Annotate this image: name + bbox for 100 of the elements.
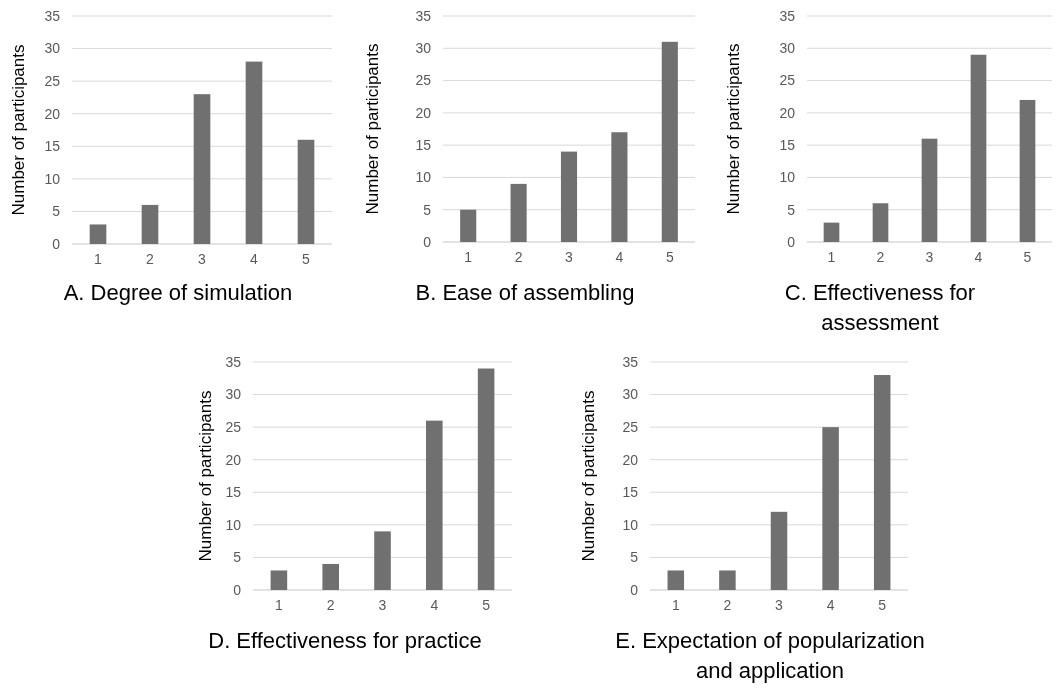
bar bbox=[426, 420, 443, 590]
x-tick-label: 4 bbox=[974, 249, 983, 265]
y-tick-label: 20 bbox=[779, 104, 796, 121]
y-tick-label: 30 bbox=[225, 386, 242, 403]
y-tick-label: 35 bbox=[44, 7, 61, 24]
bar bbox=[873, 375, 891, 590]
bar bbox=[245, 61, 263, 244]
x-tick-label: 2 bbox=[514, 249, 523, 265]
y-tick-label: 10 bbox=[225, 516, 242, 533]
x-tick-label: 1 bbox=[827, 249, 836, 265]
x-tick-label: 4 bbox=[615, 249, 624, 265]
y-tick-label: 0 bbox=[630, 581, 639, 598]
x-tick-label: 3 bbox=[775, 597, 784, 613]
y-tick-label: 30 bbox=[44, 40, 61, 57]
bar bbox=[510, 183, 527, 242]
y-tick-label: 15 bbox=[415, 137, 432, 154]
x-tick-label: 1 bbox=[275, 597, 283, 613]
bar bbox=[322, 563, 339, 590]
y-tick-label: 0 bbox=[52, 235, 61, 252]
bar bbox=[970, 54, 987, 242]
text: E. Expectation of popularization and application bbox=[615, 628, 925, 683]
y-tick-label: 10 bbox=[622, 516, 639, 533]
y-tick-label: 30 bbox=[779, 40, 796, 57]
x-tick-label: 1 bbox=[94, 251, 103, 267]
bar bbox=[460, 209, 477, 242]
x-tick-label: 4 bbox=[826, 597, 835, 613]
bar bbox=[770, 511, 788, 590]
x-tick-label: 1 bbox=[464, 249, 473, 265]
y-tick-label: 0 bbox=[787, 233, 796, 250]
x-tick-label: 5 bbox=[302, 251, 311, 267]
x-tick-label: 5 bbox=[878, 597, 887, 613]
bar bbox=[141, 204, 159, 244]
y-tick-label: 10 bbox=[415, 169, 432, 186]
bar bbox=[560, 151, 578, 242]
x-tick-label: 2 bbox=[723, 597, 732, 613]
y-tick-label: 15 bbox=[225, 484, 242, 501]
y-tick-label: 5 bbox=[630, 549, 639, 566]
y-tick-label: 30 bbox=[622, 386, 639, 403]
y-tick-label: 5 bbox=[423, 201, 432, 218]
y-tick-label: 20 bbox=[415, 104, 432, 121]
y-tick-label: 15 bbox=[622, 484, 639, 501]
y-tick-label: 20 bbox=[622, 451, 639, 468]
y-tick-label: 15 bbox=[44, 138, 61, 155]
x-tick-label: 2 bbox=[326, 597, 335, 613]
bar bbox=[872, 203, 889, 242]
bar bbox=[921, 138, 938, 242]
x-tick-label: 2 bbox=[876, 249, 885, 265]
x-tick-label: 1 bbox=[671, 597, 680, 613]
bar bbox=[611, 132, 628, 242]
text: C. Effectiveness for assessment bbox=[784, 280, 976, 335]
y-tick-label: 20 bbox=[44, 105, 61, 122]
bar bbox=[270, 570, 288, 590]
y-axis-title: Number of participants bbox=[8, 44, 28, 216]
y-tick-label: 25 bbox=[415, 72, 432, 89]
bar bbox=[667, 570, 685, 590]
y-tick-label: 35 bbox=[415, 7, 432, 24]
bar bbox=[1019, 99, 1036, 242]
bar bbox=[374, 531, 391, 590]
x-tick-label: 3 bbox=[565, 249, 574, 265]
bar bbox=[89, 224, 107, 244]
x-tick-label: 3 bbox=[198, 251, 207, 267]
y-tick-label: 35 bbox=[225, 353, 242, 370]
bar bbox=[297, 139, 315, 244]
x-tick-label: 2 bbox=[146, 251, 155, 267]
x-tick-label: 3 bbox=[378, 597, 387, 613]
y-tick-label: 5 bbox=[52, 203, 61, 220]
y-tick-label: 15 bbox=[779, 137, 796, 154]
x-tick-label: 4 bbox=[250, 251, 259, 267]
y-axis-title: Number of participants bbox=[195, 390, 215, 562]
bar bbox=[661, 41, 678, 242]
y-tick-label: 20 bbox=[225, 451, 242, 468]
y-tick-label: 0 bbox=[233, 581, 242, 598]
x-tick-label: 3 bbox=[925, 249, 934, 265]
bar bbox=[823, 222, 840, 242]
y-tick-label: 10 bbox=[779, 169, 796, 186]
bar bbox=[477, 368, 495, 590]
y-axis-title: Number of participants bbox=[362, 43, 382, 215]
y-tick-label: 10 bbox=[44, 170, 61, 187]
y-tick-label: 5 bbox=[233, 549, 242, 566]
y-tick-label: 25 bbox=[779, 72, 796, 89]
y-axis-title: Number of participants bbox=[578, 390, 598, 562]
y-axis-title: Number of participants bbox=[723, 43, 743, 215]
x-tick-label: 5 bbox=[482, 597, 491, 613]
x-tick-label: 5 bbox=[1023, 249, 1032, 265]
y-tick-label: 35 bbox=[622, 353, 639, 370]
y-tick-label: 25 bbox=[44, 73, 61, 90]
bar bbox=[822, 427, 839, 590]
y-tick-label: 30 bbox=[415, 40, 432, 57]
y-tick-label: 25 bbox=[225, 419, 242, 436]
bar bbox=[193, 94, 211, 244]
y-tick-label: 35 bbox=[779, 7, 796, 24]
text: D. Effectiveness for practice bbox=[208, 628, 482, 653]
text: B. Ease of assembling bbox=[415, 280, 635, 305]
bar bbox=[719, 570, 736, 590]
y-tick-label: 25 bbox=[622, 419, 639, 436]
y-tick-label: 0 bbox=[423, 233, 432, 250]
x-tick-label: 4 bbox=[430, 597, 439, 613]
x-tick-label: 5 bbox=[665, 249, 674, 265]
y-tick-label: 5 bbox=[787, 201, 796, 218]
text: A. Degree of simulation bbox=[63, 280, 293, 305]
